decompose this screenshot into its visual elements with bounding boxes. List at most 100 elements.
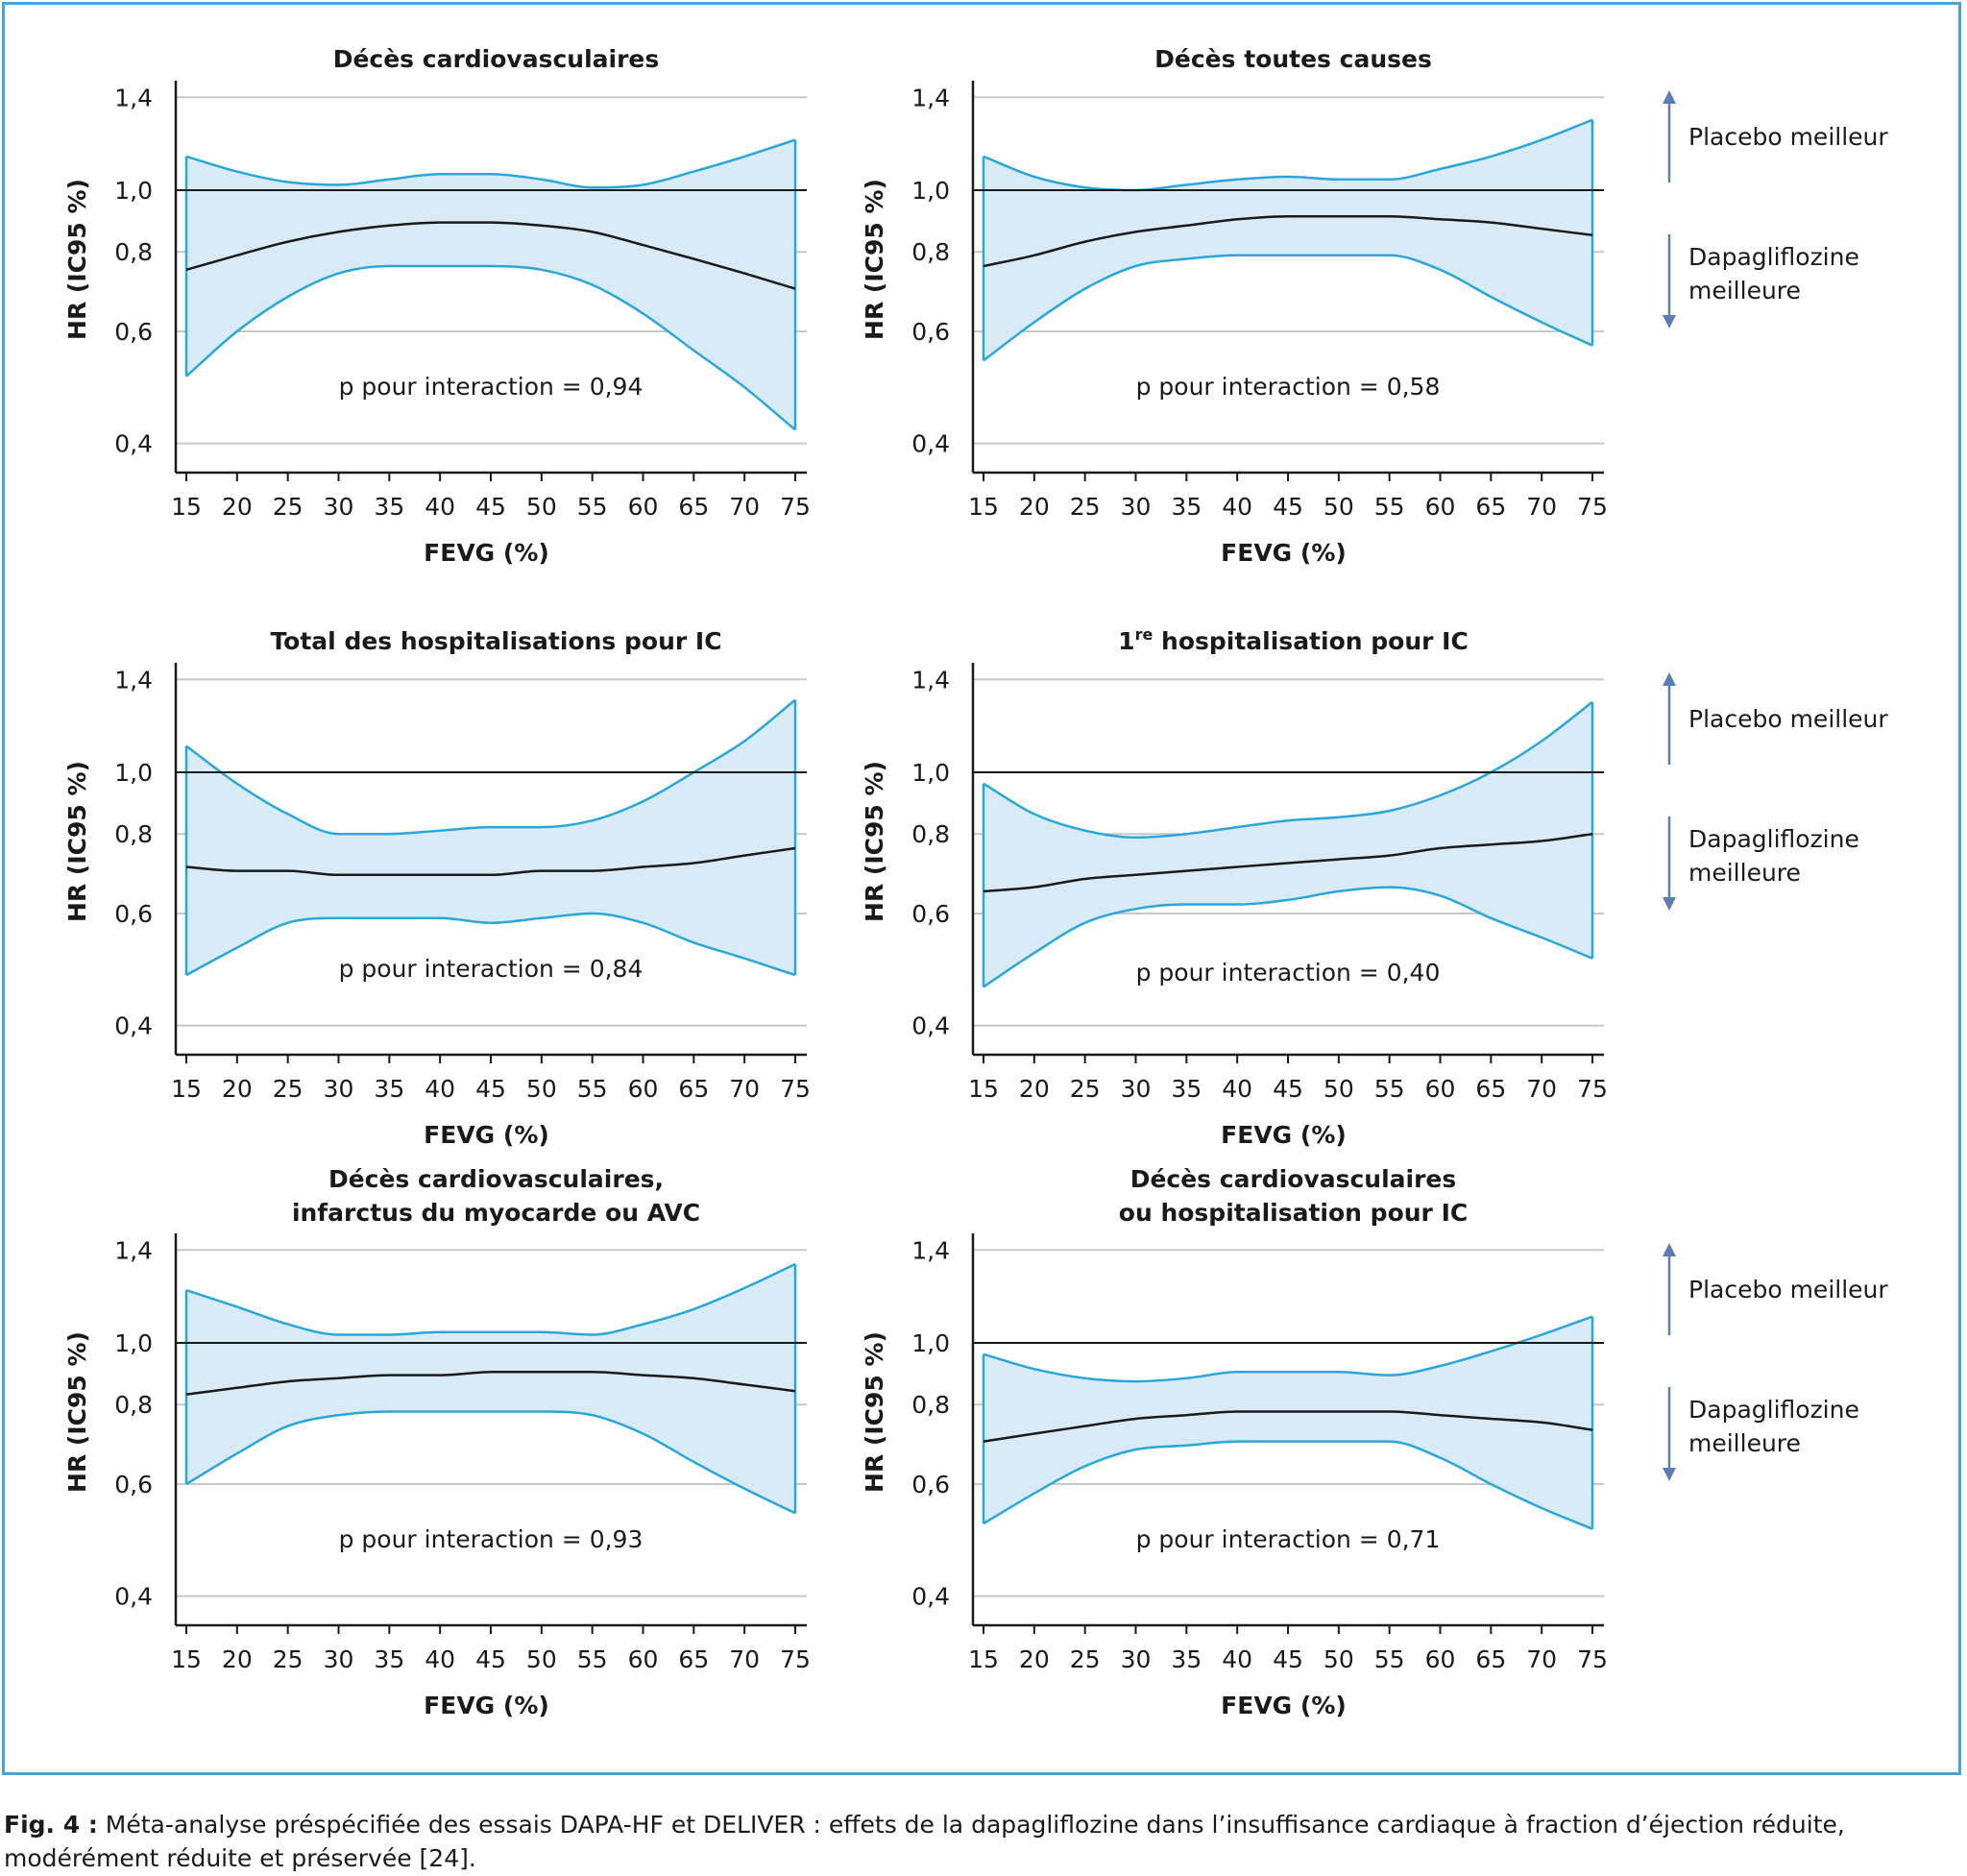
x-tick-label: 60 xyxy=(1425,1645,1456,1673)
y-tick-label: 0,8 xyxy=(911,1391,950,1419)
label-dapagliflozin-better-2: meilleure xyxy=(1688,859,1801,887)
x-tick-label: 20 xyxy=(222,1075,253,1103)
ci-lower-line xyxy=(983,1440,1593,1530)
y-tick-label: 1,4 xyxy=(911,84,950,111)
x-tick-label: 45 xyxy=(1273,1075,1303,1103)
chart-title-prefix: 1 xyxy=(1118,627,1134,655)
x-tick-label: 55 xyxy=(1374,493,1405,521)
x-tick-label: 20 xyxy=(1019,493,1050,521)
x-tick-label: 15 xyxy=(968,1645,999,1673)
x-tick-label: 70 xyxy=(729,1075,760,1103)
interaction-annotation: p pour interaction = 0,58 xyxy=(1136,373,1441,401)
x-tick-label: 65 xyxy=(1475,1645,1506,1673)
x-tick-label: 20 xyxy=(222,493,253,521)
y-tick-label: 0,4 xyxy=(114,1583,153,1611)
y-tick-label: 0,6 xyxy=(911,318,950,346)
interaction-annotation: p pour interaction = 0,93 xyxy=(339,1525,644,1553)
y-tick-label: 0,8 xyxy=(114,820,153,848)
x-tick-label: 70 xyxy=(1526,1075,1557,1103)
y-tick-label: 1,0 xyxy=(911,759,950,787)
x-tick-label: 30 xyxy=(1121,1075,1152,1103)
chart-title: Décès cardiovasculaires xyxy=(333,45,660,73)
x-tick-label: 15 xyxy=(171,493,202,521)
y-tick-label: 0,4 xyxy=(911,1583,950,1611)
x-axis-label: FEVG (%) xyxy=(1221,539,1347,567)
y-tick-label: 0,8 xyxy=(911,820,950,848)
label-dapagliflozin-better-1: Dapagliflozine xyxy=(1688,243,1859,271)
x-tick-label: 35 xyxy=(1171,493,1202,521)
x-tick-label: 50 xyxy=(1323,1645,1354,1673)
x-axis-label: FEVG (%) xyxy=(424,1692,549,1719)
y-axis-label: HR (IC95 %) xyxy=(861,761,888,922)
hr-line xyxy=(983,832,1593,893)
x-tick-label: 15 xyxy=(171,1075,202,1103)
x-tick-label: 20 xyxy=(222,1645,253,1673)
y-tick-label: 0,6 xyxy=(114,1471,153,1498)
chart-title-sup: re xyxy=(1135,625,1153,644)
y-axis-label: HR (IC95 %) xyxy=(63,1331,91,1493)
chart-title-line: infarctus du myocarde ou AVC xyxy=(292,1199,700,1227)
x-tick-label: 30 xyxy=(1121,493,1152,521)
hr-line xyxy=(185,1371,796,1396)
arrow-up-icon xyxy=(1663,1243,1676,1256)
y-tick-label: 1,4 xyxy=(114,666,153,694)
ci-band xyxy=(186,1264,795,1514)
y-tick-label: 1,0 xyxy=(114,1329,153,1357)
x-tick-label: 60 xyxy=(628,493,659,521)
x-tick-label: 65 xyxy=(678,1075,709,1103)
x-tick-label: 60 xyxy=(1425,1075,1456,1103)
x-tick-label: 25 xyxy=(1070,1075,1101,1103)
x-tick-label: 75 xyxy=(780,493,811,521)
x-tick-label: 75 xyxy=(1577,1645,1608,1673)
x-tick-label: 75 xyxy=(1577,1075,1608,1103)
x-tick-label: 50 xyxy=(526,1645,557,1673)
x-tick-label: 60 xyxy=(628,1075,659,1103)
x-tick-label: 70 xyxy=(729,493,760,521)
chart-title-line: ou hospitalisation pour IC xyxy=(1119,1199,1468,1227)
ci-lower-line xyxy=(185,912,796,977)
arrow-up-icon xyxy=(1663,90,1676,104)
ci-band xyxy=(186,699,795,976)
x-tick-label: 50 xyxy=(1323,1075,1354,1103)
x-tick-label: 50 xyxy=(526,1075,557,1103)
x-tick-label: 35 xyxy=(374,493,404,521)
figure-panels: 0,4 0,6 0,8 1,0 1,4 15 20 25 30 35 40 45 50 55 60 65 70 7… xyxy=(63,45,1888,1719)
chart-title-line: Décès cardiovasculaires xyxy=(1130,1165,1457,1193)
chart-title: 1re hospitalisation pour IC xyxy=(1118,625,1469,655)
y-tick-label: 0,4 xyxy=(911,430,950,458)
y-tick-label: 0,8 xyxy=(911,238,950,266)
y-tick-label: 0,6 xyxy=(911,1471,950,1498)
y-tick-label: 1,4 xyxy=(911,666,950,694)
hr-line xyxy=(983,1410,1593,1443)
x-tick-label: 50 xyxy=(526,493,557,521)
chart-title: Décès toutes causes xyxy=(1154,45,1432,73)
y-tick-label: 1,4 xyxy=(114,84,153,111)
x-tick-label: 65 xyxy=(1475,1075,1506,1103)
x-axis-label: FEVG (%) xyxy=(1221,1692,1347,1719)
figure-caption: Fig. 4 : Méta-analyse préspécifiée des e… xyxy=(4,1808,1963,1875)
label-placebo-better: Placebo meilleur xyxy=(1688,1276,1888,1303)
chart-panel-5: 0,4 0,6 0,8 1,0 1,4 15 20 25 30 35 40 45 50 55 60 65 70 7… xyxy=(63,1165,811,1719)
x-tick-label: 40 xyxy=(1222,1645,1252,1673)
chart-title-text: hospitalisation pour IC xyxy=(1153,627,1468,655)
x-tick-label: 45 xyxy=(475,1645,506,1673)
ci-upper-line xyxy=(983,118,1593,192)
x-axis-label: FEVG (%) xyxy=(1221,1121,1347,1149)
chart-panel-2: 0,4 0,6 0,8 1,0 1,4 15 20 25 30 35 40 45 50 55 60 65 70 7… xyxy=(861,45,1608,567)
x-tick-label: 25 xyxy=(273,1075,304,1103)
ci-lower-line xyxy=(185,264,796,431)
x-tick-label: 30 xyxy=(324,493,354,521)
y-tick-label: 0,8 xyxy=(114,1391,153,1419)
chart-panel-1: 0,4 0,6 0,8 1,0 1,4 15 20 25 30 35 40 45 50 55 60 65 70 7… xyxy=(63,45,811,567)
ci-upper-line xyxy=(185,1262,796,1336)
x-tick-label: 55 xyxy=(577,1075,608,1103)
x-tick-label: 20 xyxy=(1019,1075,1050,1103)
y-tick-label: 0,8 xyxy=(114,238,153,266)
label-placebo-better: Placebo meilleur xyxy=(1688,123,1888,151)
x-tick-label: 55 xyxy=(1374,1075,1405,1103)
x-tick-label: 45 xyxy=(475,493,506,521)
x-tick-label: 25 xyxy=(1070,493,1101,521)
y-tick-label: 0,6 xyxy=(114,318,153,346)
interaction-annotation: p pour interaction = 0,94 xyxy=(339,373,644,401)
y-tick-label: 1,0 xyxy=(114,759,153,787)
